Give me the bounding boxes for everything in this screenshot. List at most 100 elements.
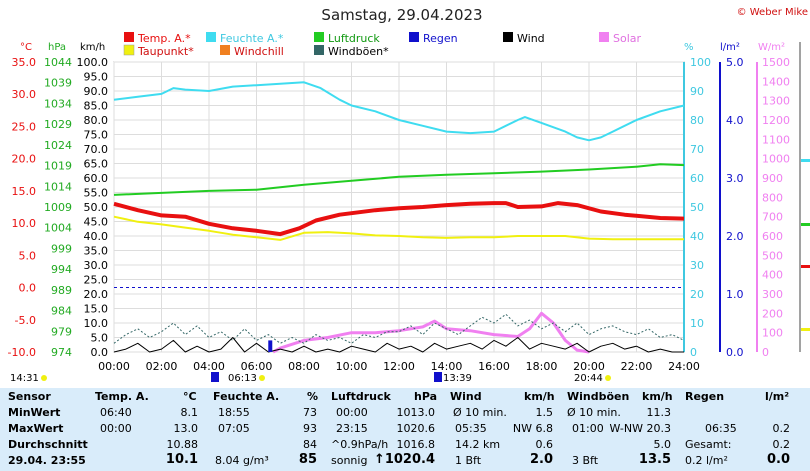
tick-time: 08:00: [288, 360, 320, 373]
stats-cell: 0.2 l/m²: [685, 454, 728, 467]
stats-cell: 07:05: [218, 422, 250, 435]
legend-temp: Temp. A.*: [137, 32, 191, 45]
stats-header-temp: Temp. A.: [95, 390, 149, 403]
axis-unit-hpa: hPa: [48, 42, 66, 53]
stats-header-wind-unit: km/h: [524, 390, 555, 403]
axis-unit-lm2: l/m²: [720, 42, 740, 53]
stats-header-gusts-unit: km/h: [642, 390, 673, 403]
tick-wm2: 1300: [762, 95, 790, 108]
tick-hpa: 1044: [44, 56, 72, 69]
tick-celsius: 30.0: [12, 88, 37, 101]
tick-percent: 80: [690, 114, 704, 127]
tick-kmh: 75.0: [84, 129, 109, 142]
stats-cell: Ø 10 min.: [567, 406, 621, 419]
stats-header-pressure-unit: hPa: [414, 390, 438, 403]
legend-swatch-pressure: [314, 32, 324, 42]
tick-kmh: 10.0: [84, 317, 109, 330]
tick-hpa: 1024: [44, 139, 72, 152]
tick-time: 16:00: [478, 360, 510, 373]
stats-header-pressure: Luftdruck: [331, 390, 391, 403]
tick-wm2: 100: [762, 327, 783, 340]
tick-kmh: 60.0: [84, 172, 109, 185]
tick-wm2: 1200: [762, 114, 790, 127]
tick-wm2: 1100: [762, 133, 790, 146]
tick-time: 10:00: [336, 360, 368, 373]
tick-hpa: 1039: [44, 77, 72, 90]
tick-hpa: 1014: [44, 180, 72, 193]
edge-swatch-dewpoint: [801, 328, 810, 331]
stats-row-label: 29.04. 23:55: [8, 454, 86, 467]
stats-cell: 1020.6: [396, 422, 436, 435]
series-line-taupunkt: [113, 215, 684, 241]
stats-cell: 2.0: [529, 452, 553, 467]
stats-header-temp-unit: °C: [183, 390, 197, 403]
tick-percent: 60: [690, 172, 704, 185]
tick-kmh: 85.0: [84, 100, 109, 113]
stats-cell: ^0.9hPa/h: [331, 438, 389, 451]
marker-dot-4: [605, 375, 611, 381]
tick-percent: 70: [690, 143, 704, 156]
tick-percent: 100: [690, 56, 711, 69]
marker-dot-2: [259, 375, 265, 381]
stats-header-rain-unit: l/m²: [765, 390, 790, 403]
tick-celsius: 25.0: [12, 120, 37, 133]
legend-swatch-windchill: [220, 45, 230, 55]
stats-row-label: MaxWert: [8, 422, 64, 435]
tick-wm2: 300: [762, 288, 783, 301]
tick-percent: 40: [690, 230, 704, 243]
tick-lm2: 4.0: [726, 114, 744, 127]
marker-label-3: 13:39: [443, 373, 472, 384]
stats-cell: 1 Bft: [455, 454, 482, 467]
axis-unit-percent: %: [684, 42, 694, 53]
tick-kmh: 30.0: [84, 259, 109, 272]
chart-title: Samstag, 29.04.2023: [321, 6, 482, 24]
stats-cell: 1013.0: [396, 406, 436, 419]
axis-unit-kmh: km/h: [80, 42, 105, 53]
tick-time: 18:00: [526, 360, 558, 373]
tick-hpa: 979: [51, 325, 72, 338]
series-line-luftdruck: [113, 163, 685, 196]
tick-hpa: 1004: [44, 222, 72, 235]
tick-hpa: 999: [51, 242, 72, 255]
stats-cell: 05:35: [455, 422, 487, 435]
stats-header-rain: Regen: [685, 390, 725, 403]
tick-wm2: 900: [762, 172, 783, 185]
tick-wm2: 500: [762, 249, 783, 262]
tick-time: 02:00: [146, 360, 178, 373]
stats-header-sensor: Sensor: [8, 390, 51, 403]
series-line-feuchte-a: [113, 81, 685, 142]
tick-kmh: 35.0: [84, 245, 109, 258]
tick-time: 22:00: [621, 360, 653, 373]
stats-cell: 85: [298, 452, 317, 467]
stats-row-label: MinWert: [8, 406, 61, 419]
stats-cell: 06:40: [100, 406, 132, 419]
stats-cell: 06:35: [705, 422, 737, 435]
tick-time: 24:00: [668, 360, 700, 373]
tick-kmh: 50.0: [84, 201, 109, 214]
legend-swatch-solar: [599, 32, 609, 42]
stats-cell: 23:15: [336, 422, 368, 435]
stats-cell: 3 Bft: [572, 454, 599, 467]
marker-icon-3: [434, 372, 442, 382]
stats-cell: NW 6.8: [512, 422, 553, 435]
stats-cell: 93: [303, 422, 317, 435]
marker-icon-2: [211, 372, 219, 382]
stats-cell: 73: [303, 406, 317, 419]
tick-wm2: 400: [762, 269, 783, 282]
tick-time: 14:00: [431, 360, 463, 373]
legend-swatch-rain: [409, 32, 419, 42]
stats-cell: 8.04 g/m³: [215, 454, 269, 467]
tick-celsius: 35.0: [12, 56, 37, 69]
stats-cell: 0.0: [766, 452, 790, 467]
tick-lm2: 1.0: [726, 288, 744, 301]
tick-kmh: 40.0: [84, 230, 109, 243]
tick-percent: 30: [690, 259, 704, 272]
marker-dot-1: [41, 375, 47, 381]
legend-rain: Regen: [423, 32, 458, 45]
edge-swatch-temp: [801, 265, 810, 268]
stats-cell: ↑1020.4: [373, 452, 435, 467]
legend-swatch-gusts: [314, 45, 324, 55]
legend-swatch-wind: [503, 32, 513, 42]
series-line-wind: [113, 337, 684, 353]
